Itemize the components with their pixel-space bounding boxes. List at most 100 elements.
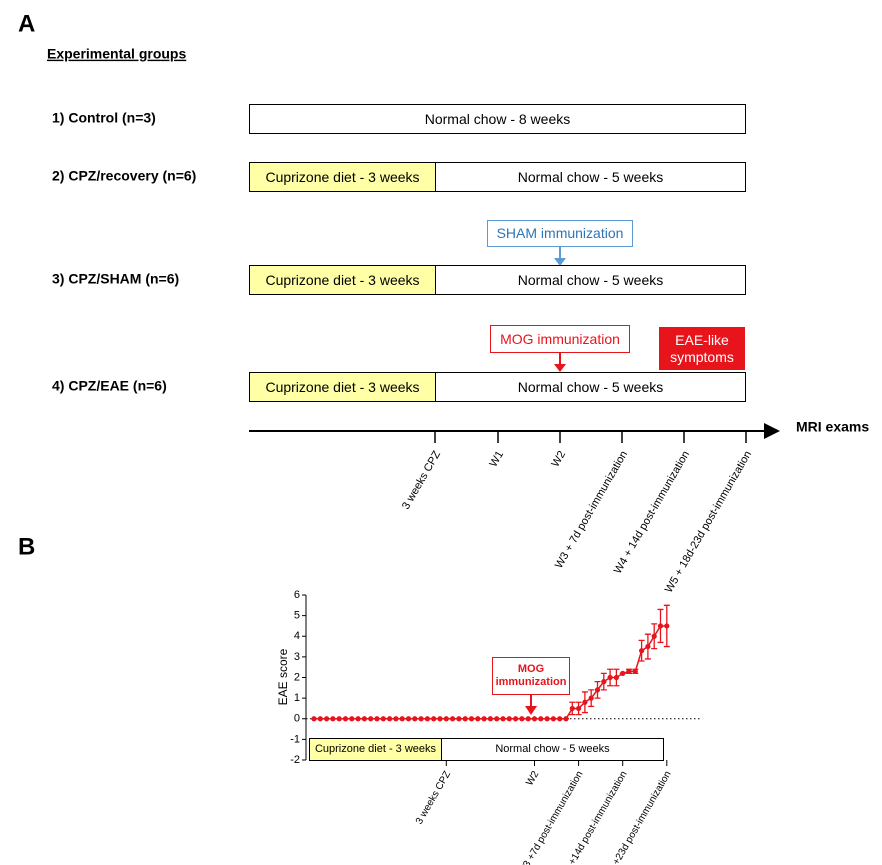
- data-point: [513, 716, 519, 722]
- data-point: [342, 716, 349, 722]
- x-tick-label: 3 weeks CPZ: [414, 769, 453, 826]
- data-point: [437, 716, 443, 722]
- data-point: [657, 623, 664, 629]
- segment: Cuprizone diet - 3 weeks: [249, 162, 436, 192]
- data-point: [494, 716, 500, 722]
- data-point: [443, 716, 449, 722]
- y-tick-label: 2: [294, 671, 300, 683]
- data-point: [664, 623, 670, 629]
- y-tick-label: -1: [290, 733, 300, 745]
- data-point: [550, 716, 557, 722]
- data-point: [424, 716, 430, 722]
- segment: Normal chow - 8 weeks: [249, 104, 746, 134]
- data-point: [450, 716, 456, 722]
- data-point: [519, 716, 525, 722]
- data-point: [330, 716, 336, 722]
- y-tick-label: 3: [294, 651, 300, 663]
- data-point: [576, 705, 582, 712]
- data-point: [462, 716, 468, 722]
- data-point: [525, 716, 531, 722]
- data-point: [324, 716, 330, 722]
- data-point: [651, 633, 657, 639]
- data-point: [418, 716, 424, 722]
- data-point: [405, 716, 412, 722]
- data-point: [481, 716, 487, 722]
- data-point: [368, 716, 374, 722]
- segment: Cuprizone diet - 3 weeks: [249, 372, 436, 402]
- sham-label: SHAM immunization: [487, 220, 633, 247]
- data-line: [314, 625, 667, 720]
- group-label: 1) Control (n=3): [52, 110, 156, 126]
- data-point: [639, 648, 645, 654]
- panel-label: B: [18, 533, 35, 560]
- phase: Normal chow - 5 weeks: [441, 738, 664, 761]
- data-point: [557, 716, 563, 722]
- data-point: [374, 716, 380, 722]
- timeline-tick-label: W3 + 7d post-immunization: [553, 449, 630, 571]
- data-point: [355, 716, 361, 722]
- arrow-head: [554, 364, 566, 372]
- data-point: [475, 716, 481, 722]
- data-point: [538, 716, 544, 722]
- data-point: [620, 670, 626, 676]
- data-point: [456, 716, 462, 722]
- data-point: [626, 668, 632, 674]
- data-point: [531, 716, 538, 722]
- data-point: [632, 668, 638, 674]
- data-point: [361, 716, 367, 722]
- panel-label: A: [18, 10, 35, 37]
- symptoms-label: EAE-like symptoms: [659, 327, 745, 370]
- y-axis-label: EAE score: [276, 648, 290, 705]
- data-point: [506, 716, 512, 722]
- data-point: [311, 716, 317, 722]
- y-tick-label: 1: [294, 692, 300, 704]
- mog-label: MOG immunization: [490, 325, 630, 353]
- data-point: [645, 643, 651, 650]
- data-point: [487, 716, 493, 722]
- data-point: [468, 716, 475, 722]
- data-point: [500, 716, 506, 722]
- data-point: [582, 699, 588, 705]
- data-point: [588, 695, 594, 701]
- data-point: [544, 716, 550, 722]
- data-point: [387, 716, 393, 722]
- x-tick-label: W2: [524, 769, 541, 788]
- data-point: [412, 716, 418, 722]
- data-point: [607, 674, 613, 681]
- data-point: [601, 679, 607, 685]
- heading: Experimental groups: [47, 46, 186, 62]
- timeline-label: MRI exams: [796, 419, 869, 435]
- segment: Cuprizone diet - 3 weeks: [249, 265, 436, 295]
- data-point: [431, 716, 437, 722]
- timeline-tick-label: 3 weeks CPZ: [400, 449, 443, 512]
- timeline-tick-label: W1: [487, 449, 506, 469]
- data-point: [336, 716, 342, 722]
- y-tick-label: 5: [294, 610, 300, 622]
- data-point: [399, 716, 405, 722]
- y-tick-label: 6: [294, 589, 300, 601]
- segment: Normal chow - 5 weeks: [435, 265, 746, 295]
- data-point: [380, 716, 386, 722]
- arrow-head: [554, 258, 566, 266]
- group-label: 4) CPZ/EAE (n=6): [52, 378, 167, 394]
- data-point: [349, 716, 355, 722]
- timeline-tick-label: W2: [549, 449, 568, 469]
- y-tick-label: -2: [290, 754, 300, 766]
- y-tick-label: 0: [294, 713, 300, 725]
- group-label: 3) CPZ/SHAM (n=6): [52, 271, 179, 287]
- data-point: [317, 716, 323, 722]
- arrow-head: [525, 706, 537, 715]
- segment: Normal chow - 5 weeks: [435, 372, 746, 402]
- data-point: [594, 687, 601, 693]
- data-point: [563, 716, 569, 722]
- segment: Normal chow - 5 weeks: [435, 162, 746, 192]
- annotation: MOG immunization: [492, 657, 570, 695]
- phase: Cuprizone diet - 3 weeks: [309, 738, 442, 761]
- data-point: [613, 674, 620, 681]
- data-point: [569, 705, 575, 712]
- y-tick-label: 4: [294, 630, 300, 642]
- data-point: [393, 716, 399, 722]
- timeline-tick-label: W4 + 14d post-immunization: [612, 449, 692, 576]
